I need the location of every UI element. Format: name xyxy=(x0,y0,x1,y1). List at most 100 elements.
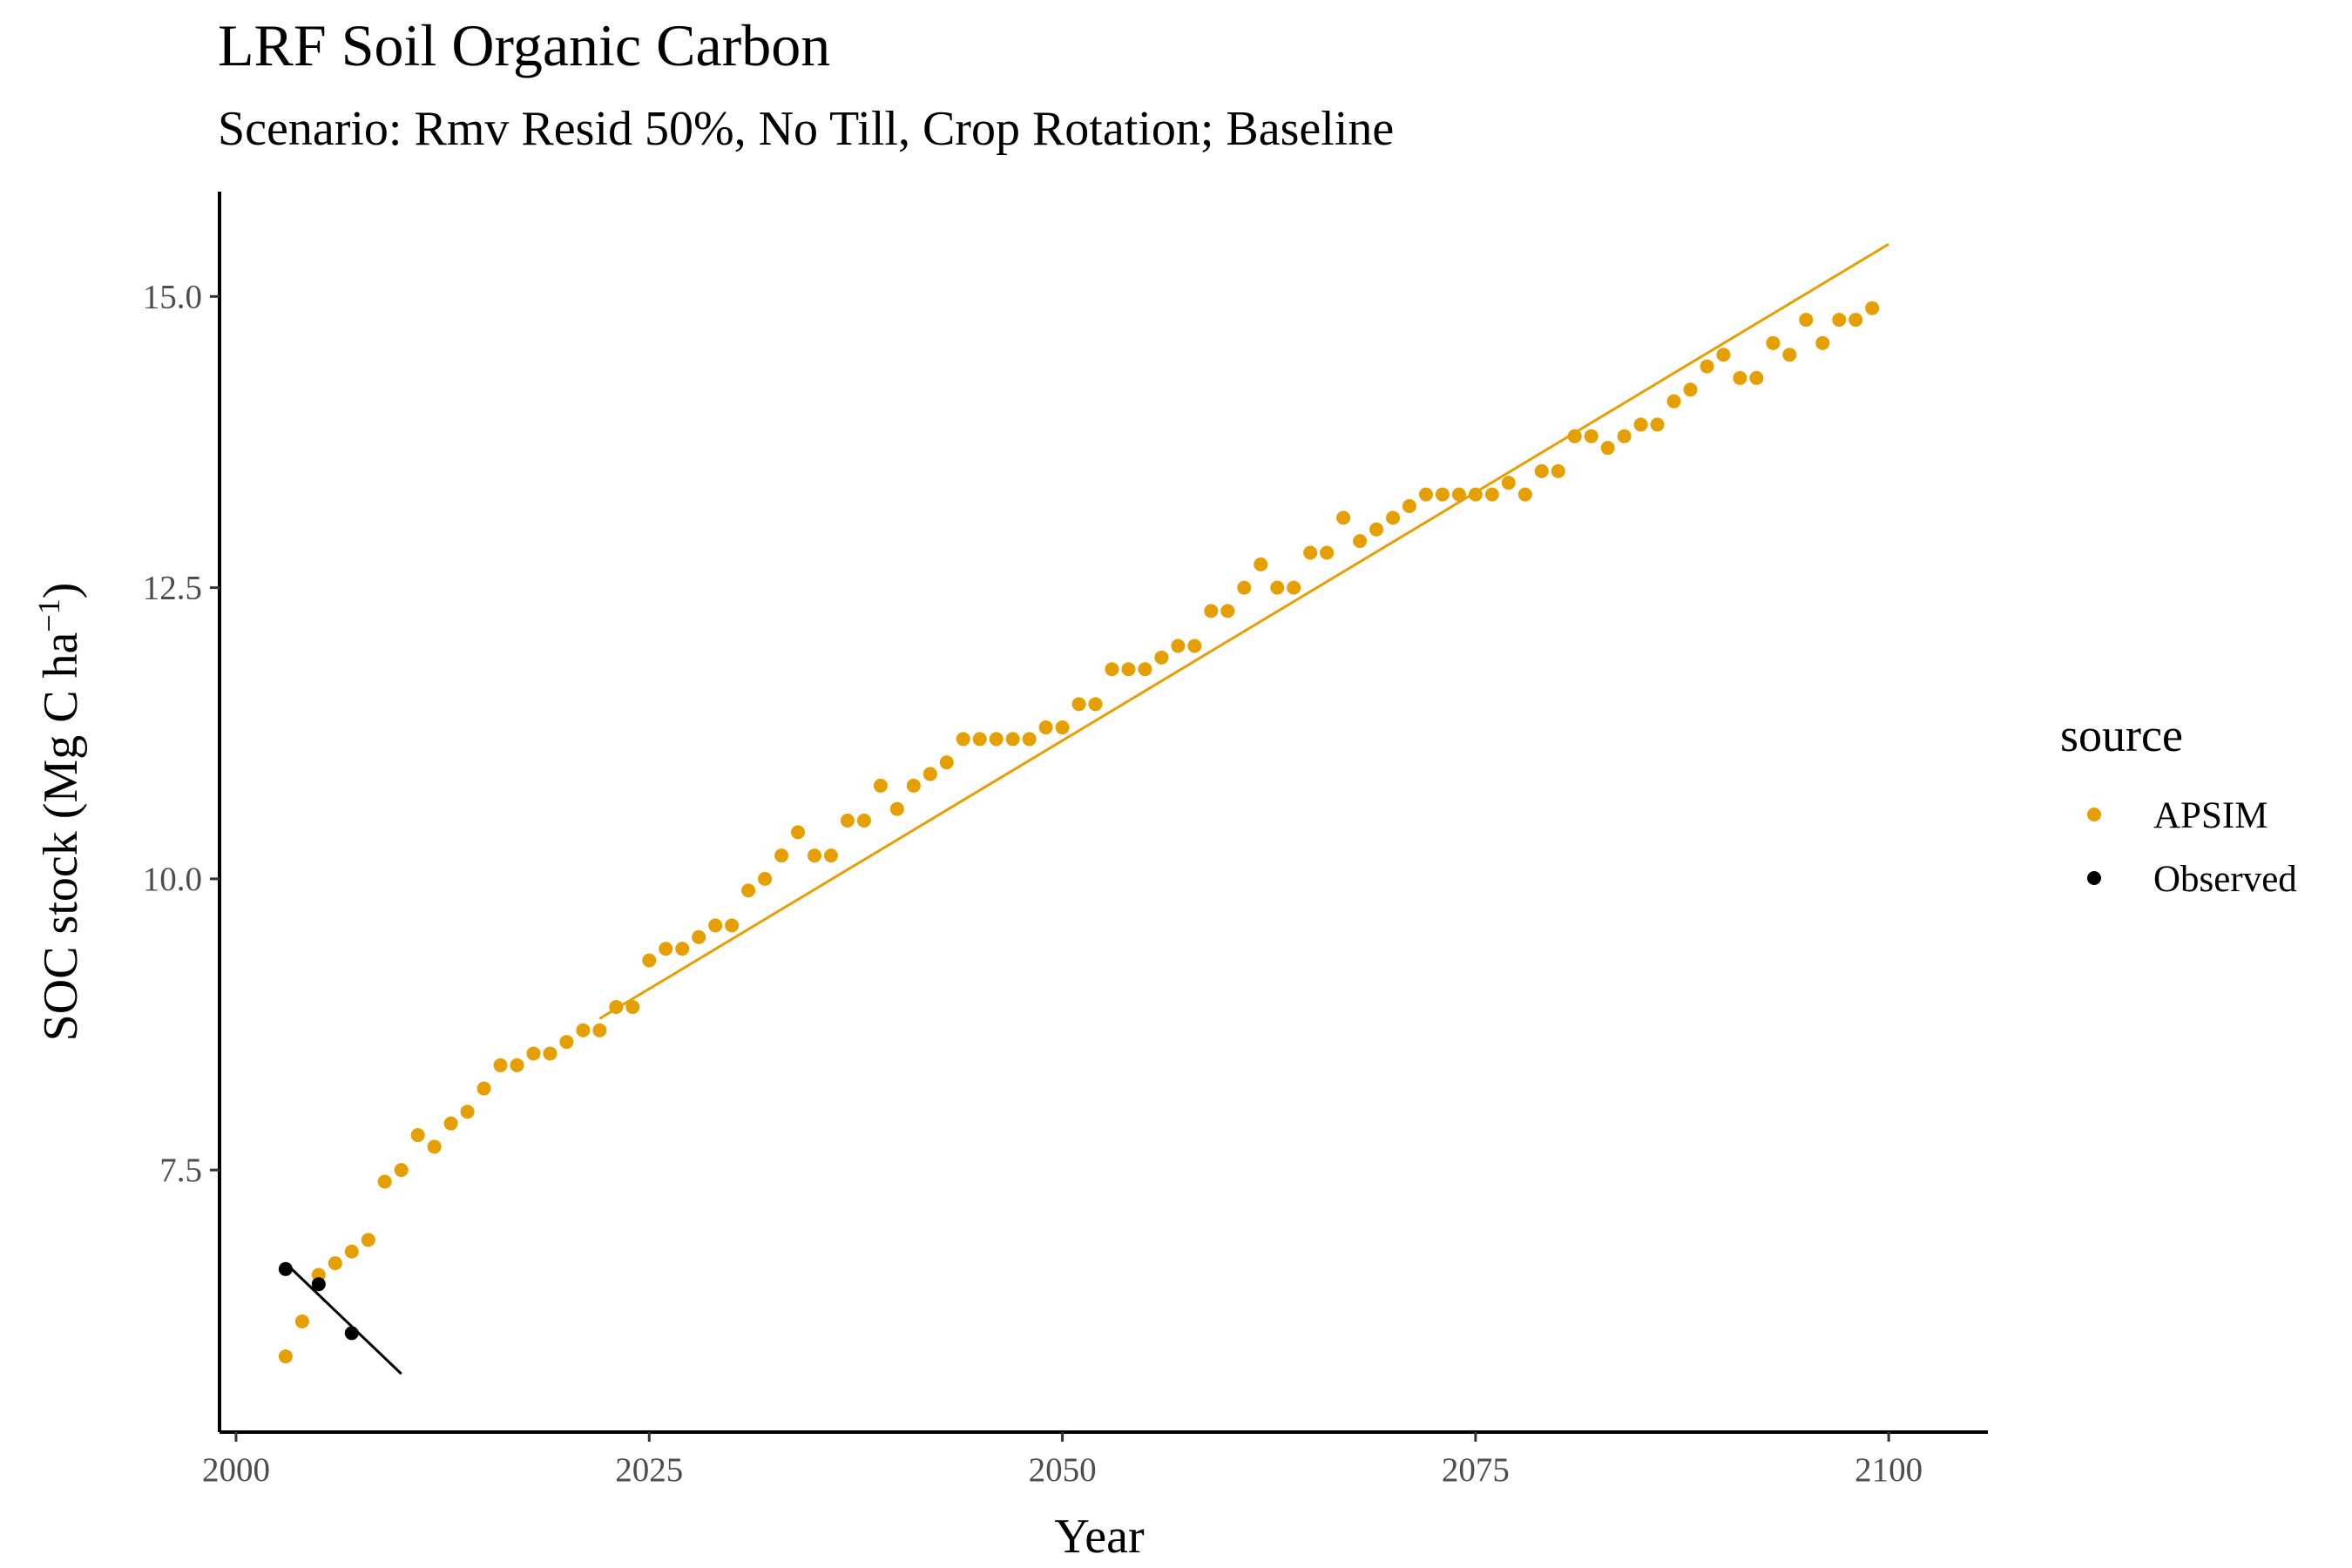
data-point-apsim xyxy=(361,1233,375,1247)
data-point-apsim xyxy=(1237,580,1252,595)
data-point-apsim xyxy=(1369,522,1384,537)
data-point-apsim xyxy=(1700,359,1714,374)
data-point-apsim xyxy=(708,918,723,933)
data-point-apsim xyxy=(1088,697,1103,712)
data-point-apsim xyxy=(1584,429,1598,443)
data-point-apsim xyxy=(1865,301,1880,315)
data-point-apsim xyxy=(1666,394,1681,409)
data-point-apsim xyxy=(294,1314,309,1328)
data-point-apsim xyxy=(1154,650,1169,665)
y-axis-title-suffix: ) xyxy=(34,583,88,599)
data-point-apsim xyxy=(1220,604,1235,618)
data-point-apsim xyxy=(394,1163,409,1178)
data-point-apsim xyxy=(1468,487,1483,502)
data-point-apsim xyxy=(1038,720,1053,735)
data-point-apsim xyxy=(377,1174,392,1189)
data-point-apsim xyxy=(1187,639,1202,653)
x-tick-label: 2075 xyxy=(1442,1451,1510,1489)
legend-title: source xyxy=(2060,709,2183,761)
data-point-apsim xyxy=(1055,720,1070,735)
data-point-apsim xyxy=(1121,662,1136,677)
y-tick-label: 7.5 xyxy=(159,1152,202,1189)
data-point-apsim xyxy=(1320,545,1335,560)
data-point-apsim xyxy=(1138,662,1152,677)
trend-lines xyxy=(284,242,1889,1375)
data-point-observed xyxy=(311,1277,326,1292)
data-point-apsim xyxy=(741,883,756,898)
data-point-apsim xyxy=(278,1349,293,1364)
data-point-apsim xyxy=(840,814,855,828)
data-point-apsim xyxy=(889,801,904,816)
legend-key-apsim xyxy=(2087,808,2101,821)
chart-title: LRF Soil Organic Carbon xyxy=(218,12,831,78)
data-point-apsim xyxy=(1633,417,1648,432)
legend-key-observed xyxy=(2087,871,2101,885)
data-point-apsim xyxy=(791,825,806,840)
data-point-apsim xyxy=(1353,534,1368,549)
data-point-apsim xyxy=(725,918,740,933)
data-point-apsim xyxy=(1749,370,1764,385)
data-point-apsim xyxy=(972,732,987,747)
data-point-apsim xyxy=(1815,335,1830,350)
data-point-apsim xyxy=(1716,348,1731,362)
data-points xyxy=(278,301,1880,1364)
data-point-apsim xyxy=(609,999,624,1014)
data-point-apsim xyxy=(807,848,821,863)
data-point-apsim xyxy=(1105,662,1119,677)
data-point-apsim xyxy=(1071,697,1086,712)
data-point-apsim xyxy=(443,1116,458,1131)
data-point-apsim xyxy=(675,942,690,956)
y-tick-label: 10.0 xyxy=(143,861,202,898)
data-point-apsim xyxy=(559,1035,574,1050)
trend-line-apsim xyxy=(598,242,1889,1020)
data-point-apsim xyxy=(1617,429,1632,443)
data-point-apsim xyxy=(774,848,789,863)
data-point-apsim xyxy=(1766,335,1781,350)
data-point-apsim xyxy=(1534,463,1549,478)
data-point-apsim xyxy=(344,1244,359,1259)
data-point-apsim xyxy=(1303,545,1318,560)
data-point-apsim xyxy=(526,1046,541,1061)
data-point-apsim xyxy=(939,755,954,770)
data-point-apsim xyxy=(592,1023,607,1037)
data-point-apsim xyxy=(659,942,673,956)
data-point-apsim xyxy=(823,848,838,863)
y-axis-title-superscript: −1 xyxy=(31,598,66,632)
data-point-apsim xyxy=(1402,499,1416,514)
x-tick-label: 2025 xyxy=(615,1451,683,1489)
data-point-apsim xyxy=(576,1023,591,1037)
data-point-apsim xyxy=(1650,417,1665,432)
x-tick-label: 2100 xyxy=(1855,1451,1923,1489)
axes xyxy=(210,192,1988,1442)
data-point-apsim xyxy=(1435,487,1450,502)
data-point-apsim xyxy=(328,1256,342,1271)
data-point-apsim xyxy=(1848,313,1863,328)
x-tick-label: 2000 xyxy=(202,1451,270,1489)
data-point-apsim xyxy=(1171,639,1186,653)
data-point-apsim xyxy=(642,953,657,968)
data-point-apsim xyxy=(1287,580,1301,595)
data-point-apsim xyxy=(1600,441,1615,456)
x-axis-title: Year xyxy=(1054,1510,1145,1564)
data-point-apsim xyxy=(460,1105,475,1119)
legend-label-observed: Observed xyxy=(2153,859,2297,900)
trend-line-observed xyxy=(284,1262,402,1375)
x-tick-label: 2050 xyxy=(1029,1451,1097,1489)
data-point-apsim xyxy=(923,767,937,781)
data-point-apsim xyxy=(1484,487,1499,502)
data-point-apsim xyxy=(1517,487,1532,502)
legend: source APSIM Observed xyxy=(2060,709,2297,900)
data-point-apsim xyxy=(1254,557,1268,571)
data-point-apsim xyxy=(1386,510,1401,525)
y-tick-label: 12.5 xyxy=(143,570,202,607)
data-point-apsim xyxy=(856,814,871,828)
chart-subtitle: Scenario: Rmv Resid 50%, No Till, Crop R… xyxy=(218,102,1395,156)
data-point-apsim xyxy=(476,1081,491,1096)
data-point-apsim xyxy=(1204,604,1219,618)
data-point-apsim xyxy=(873,778,888,793)
data-point-apsim xyxy=(906,778,921,793)
tick-labels: 2000 2025 2050 2075 2100 7.5 10.0 12.5 15.0 xyxy=(143,278,1923,1489)
data-point-apsim xyxy=(1270,580,1285,595)
data-point-observed xyxy=(278,1261,293,1276)
